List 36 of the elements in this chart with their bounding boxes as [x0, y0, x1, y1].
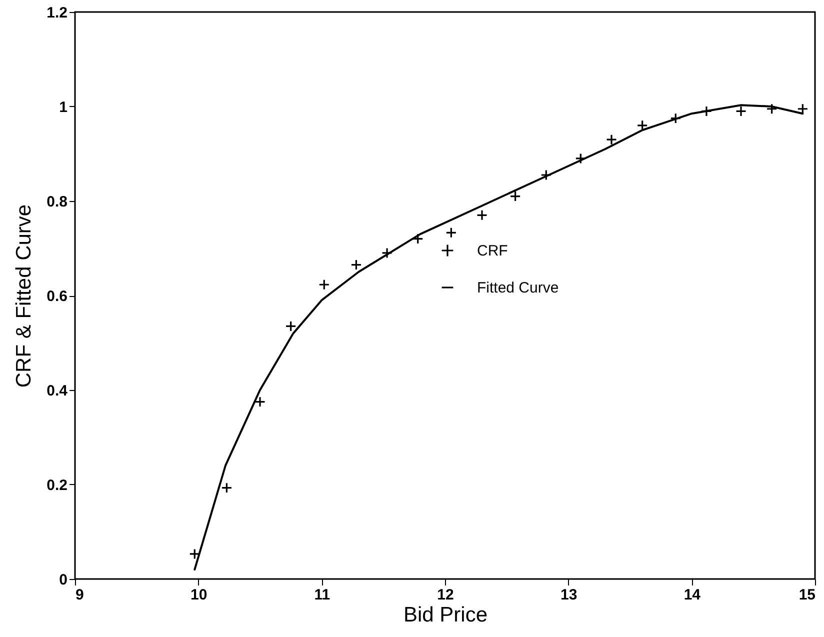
point	[318, 279, 330, 290]
y-tick-label: 0.4	[46, 382, 68, 400]
point	[412, 233, 424, 244]
point	[700, 106, 712, 117]
point	[575, 152, 586, 164]
point	[670, 112, 682, 124]
x-tick-label: 12	[437, 586, 454, 604]
point	[510, 190, 521, 202]
y-tick-label: 0.8	[46, 194, 68, 210]
y-tick-label: 0.6	[46, 288, 68, 305]
y-axis-title: CRF & Fitted Curve	[12, 204, 36, 388]
x-tick-label: 15	[798, 586, 816, 604]
y-tick-label: 1.2	[46, 4, 68, 22]
point	[285, 320, 296, 332]
y-tick-label: 1	[59, 99, 68, 116]
point	[254, 396, 266, 408]
x-tick-label: 13	[560, 586, 578, 604]
point	[636, 120, 648, 131]
y-tick-label: 0	[59, 572, 68, 588]
x-tick-label: 9	[76, 586, 84, 604]
point	[350, 259, 362, 270]
legend-label: CRF	[477, 242, 508, 260]
x-tick-label: 10	[190, 586, 208, 604]
point	[606, 134, 618, 146]
y-tick-label: 0.2	[46, 477, 68, 494]
point	[766, 103, 778, 114]
point	[476, 210, 488, 221]
x-tick-label: 11	[314, 586, 330, 604]
point	[381, 247, 393, 259]
point	[540, 169, 552, 181]
point	[221, 482, 232, 494]
legend-label: Fitted Curve	[477, 280, 559, 296]
x-tick-label: 14	[684, 586, 702, 604]
x-axis-title: Bid Price	[403, 604, 488, 626]
point	[446, 227, 457, 238]
point	[735, 106, 747, 117]
